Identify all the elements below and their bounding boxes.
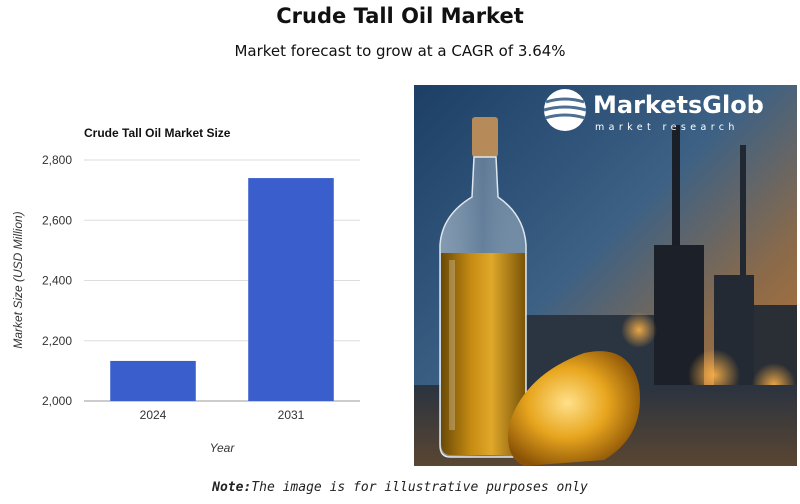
x-tick-label: 2031 xyxy=(278,408,305,422)
logo-name: MarketsGlob xyxy=(593,91,764,119)
page-subtitle: Market forecast to grow at a CAGR of 3.6… xyxy=(234,42,566,60)
illustration-note: Note:The image is for illustrative purpo… xyxy=(0,480,800,495)
chart-title: Crude Tall Oil Market Size xyxy=(84,126,231,140)
y-tick-label: 2,200 xyxy=(42,334,72,348)
y-tick-label: 2,000 xyxy=(42,394,72,408)
note-text: The image is for illustrative purposes o… xyxy=(251,480,588,495)
illustration-photo: MarketsGlob market research xyxy=(414,85,797,466)
bar-chart: Crude Tall Oil Market Size 2,000 2,200 2,4… xyxy=(11,126,360,455)
x-axis-label: Year xyxy=(210,441,236,455)
logo-tagline: market research xyxy=(595,122,739,133)
y-tick-label: 2,600 xyxy=(42,213,72,227)
y-axis-label: Market Size (USD Million) xyxy=(11,211,25,348)
bar-2031 xyxy=(248,178,334,401)
page-title: Crude Tall Oil Market xyxy=(276,4,524,28)
x-axis-ticks: 2024 2031 xyxy=(140,408,305,422)
globe-icon xyxy=(543,89,587,131)
y-tick-label: 2,400 xyxy=(42,274,72,288)
chart-bars xyxy=(110,178,334,401)
y-axis-ticks: 2,000 2,200 2,400 2,600 2,800 xyxy=(42,153,72,408)
x-tick-label: 2024 xyxy=(140,408,167,422)
y-tick-label: 2,800 xyxy=(42,153,72,167)
note-label: Note: xyxy=(212,480,252,495)
bar-2024 xyxy=(110,360,196,401)
